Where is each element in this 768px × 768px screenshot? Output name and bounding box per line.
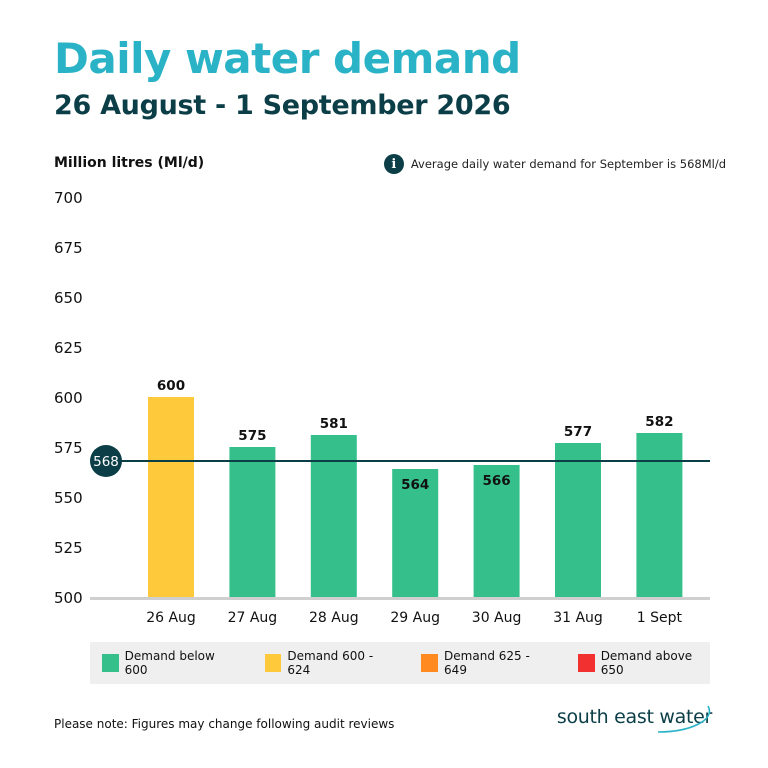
legend-label: Demand 625 - 649 — [444, 649, 530, 677]
info-icon: i — [383, 154, 404, 174]
y-tick-label: 625 — [54, 339, 83, 357]
legend-label: Demand above 650 — [600, 649, 693, 677]
bar — [636, 433, 683, 597]
y-tick-label: 600 — [54, 389, 83, 407]
y-tick-label: 650 — [54, 289, 83, 307]
legend-item: Demand above 650 — [578, 649, 710, 677]
legend-swatch — [421, 654, 439, 672]
legend-item: Demand 625 - 649 — [421, 649, 548, 677]
legend-item: Demand below 600 — [102, 649, 233, 677]
bar-value-label: 564 — [401, 477, 429, 493]
legend-item: Demand 600 - 624 — [264, 649, 392, 677]
x-tick-label: 28 Aug — [309, 610, 359, 626]
legend-swatch — [578, 654, 595, 672]
y-tick-label: 550 — [54, 489, 83, 507]
bar-chart: 700 675 650 625 600 575 550 525 500 600 26 Aug 575 2… — [54, 189, 710, 626]
y-tick-label: 700 — [54, 189, 83, 207]
average-reference-label: 568 — [93, 454, 119, 470]
bar-value-label: 600 — [157, 378, 185, 394]
chart-title: Daily water demand — [54, 34, 521, 83]
x-tick-label: 31 Aug — [553, 610, 603, 626]
y-tick-label: 675 — [54, 239, 83, 257]
x-tick-label: 26 Aug — [146, 610, 196, 626]
logo-swoosh-icon — [657, 705, 711, 733]
legend-label: Demand below 600 — [124, 649, 215, 677]
chart-subtitle: 26 August - 1 September 2026 — [54, 90, 511, 121]
average-reference-marker — [90, 445, 122, 477]
bar — [310, 435, 357, 597]
bar-value-label: 577 — [564, 424, 592, 440]
average-info-text: Average daily water demand for September… — [410, 157, 726, 171]
audit-note: Please note: Figures may change followin… — [54, 717, 395, 731]
x-tick-label: 29 Aug — [390, 610, 440, 626]
legend-swatch — [264, 654, 282, 672]
y-axis-unit-label: Million litres (Ml/d) — [54, 155, 205, 171]
y-tick-label: 575 — [54, 439, 83, 457]
logo-text: south east water — [556, 706, 712, 728]
y-tick-label: 525 — [54, 539, 83, 557]
y-tick-label: 500 — [54, 589, 83, 607]
x-tick-label: 30 Aug — [472, 610, 522, 626]
average-info: i Average daily water demand for Septemb… — [383, 154, 726, 174]
bar — [473, 465, 520, 597]
bar — [148, 397, 194, 597]
bar-value-label: 581 — [320, 416, 348, 432]
bar-value-label: 575 — [238, 428, 266, 444]
bar — [392, 469, 439, 597]
bar — [229, 447, 276, 597]
x-tick-label: 27 Aug — [228, 610, 278, 626]
legend-label: Demand 600 - 624 — [287, 649, 374, 677]
south-east-water-logo: south east water — [556, 705, 712, 733]
chart-legend: Demand below 600 Demand 600 - 624 Demand 6… — [90, 642, 710, 684]
legend-swatch — [102, 654, 119, 672]
bar — [555, 443, 601, 597]
bar-value-label: 582 — [645, 414, 673, 430]
x-tick-label: 1 Sept — [637, 610, 683, 626]
bar-value-label: 566 — [483, 473, 511, 489]
